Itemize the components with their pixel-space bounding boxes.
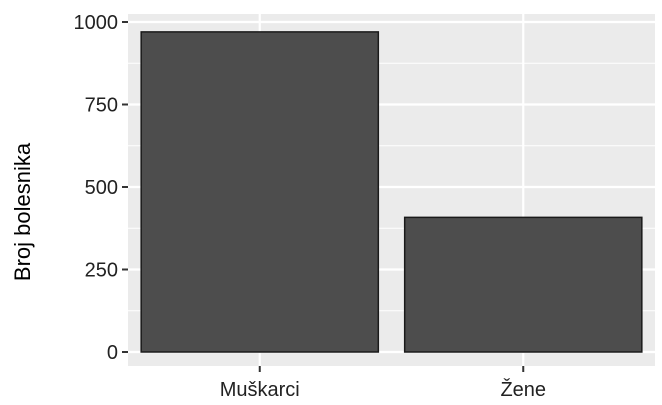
bars: [140, 31, 643, 353]
y-tick-label: 500: [85, 177, 118, 199]
bar-2: [403, 216, 643, 353]
y-tick-label: 0: [107, 342, 118, 364]
y-tick-label: 250: [85, 260, 118, 282]
y-axis: 0 250 500 750 1000: [74, 12, 128, 364]
x-axis: Muškarci Žene: [220, 366, 546, 401]
x-tick-label: Žene: [500, 378, 546, 401]
y-axis-title: Broj bolesnika: [10, 142, 35, 281]
y-tick-label: 750: [85, 95, 118, 117]
x-tick-label: Muškarci: [220, 379, 300, 401]
bar-1: [140, 31, 380, 353]
y-tick-label: 1000: [74, 12, 119, 34]
